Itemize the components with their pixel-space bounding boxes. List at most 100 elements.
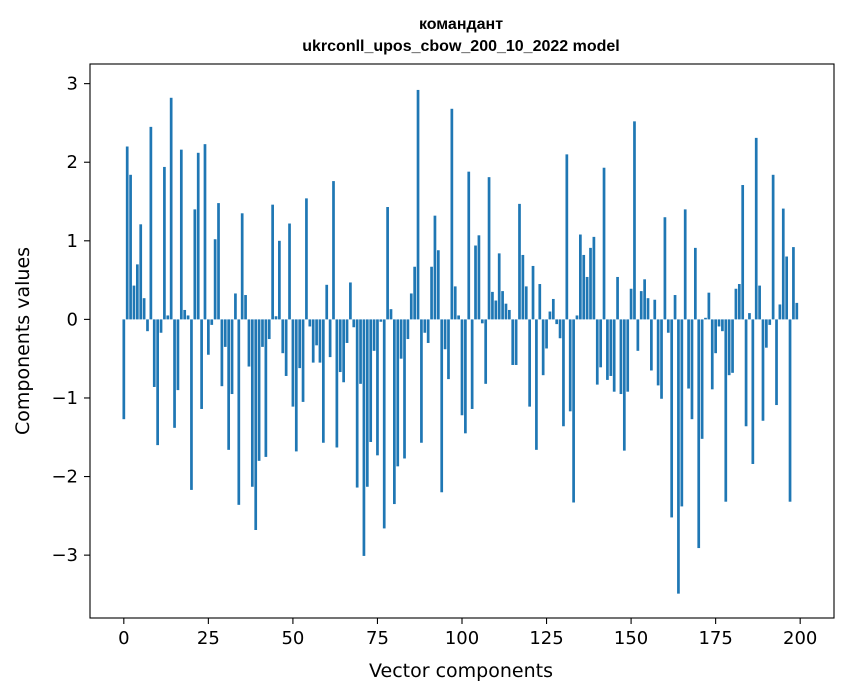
bar: [595, 319, 599, 385]
y-tick-label: 0: [67, 309, 78, 330]
bar: [318, 319, 322, 363]
bar: [271, 204, 274, 320]
bar: [650, 319, 653, 371]
bar: [751, 319, 755, 464]
bar: [541, 319, 545, 376]
bar: [210, 319, 214, 325]
bar: [169, 97, 173, 320]
bar: [568, 319, 572, 412]
bar: [166, 315, 170, 320]
bar: [264, 319, 268, 457]
bar: [460, 319, 464, 416]
bar: [572, 319, 575, 503]
bar: [616, 276, 619, 320]
y-tick-label: 1: [67, 231, 78, 252]
chart-title-line-2: ukrconll_upos_cbow_200_10_2022 model: [302, 38, 619, 55]
bar: [778, 304, 782, 320]
bar: [447, 319, 450, 380]
bar: [152, 319, 156, 387]
x-tick-label: 125: [529, 628, 563, 649]
bar: [372, 319, 376, 351]
bar: [792, 247, 795, 320]
bar: [771, 174, 775, 320]
bar: [156, 319, 159, 446]
bar: [781, 208, 785, 320]
bar: [768, 319, 772, 325]
bar: [173, 319, 176, 428]
bar: [196, 152, 200, 320]
bar: [775, 319, 778, 406]
bar: [457, 315, 460, 320]
bar: [227, 319, 231, 450]
bar: [325, 284, 329, 320]
bar: [785, 256, 789, 320]
bar: [369, 319, 373, 442]
bar: [538, 284, 542, 320]
bar: [159, 319, 163, 333]
bar: [724, 319, 728, 502]
bar: [514, 319, 518, 365]
bar: [288, 223, 291, 320]
bar: [294, 319, 298, 452]
bar: [183, 309, 187, 320]
bar: [507, 309, 511, 320]
bar: [267, 319, 271, 340]
bar: [142, 298, 146, 320]
bar: [338, 319, 342, 373]
bar: [200, 319, 203, 409]
bar: [626, 319, 630, 392]
bar: [426, 319, 430, 343]
bar: [433, 215, 437, 320]
bar: [562, 319, 565, 427]
bar: [450, 108, 454, 320]
bar: [524, 286, 528, 320]
bar: [345, 319, 349, 343]
bar: [491, 291, 494, 320]
x-axis-label: Vector components: [369, 660, 553, 682]
bar: [440, 319, 444, 493]
bar: [278, 240, 281, 320]
bar: [721, 319, 724, 332]
bar: [213, 239, 217, 320]
bar: [467, 171, 471, 320]
bar: [494, 300, 498, 320]
y-tick-label: 2: [67, 152, 78, 173]
bar: [528, 319, 531, 407]
bar: [551, 298, 555, 320]
bar: [660, 319, 663, 399]
bar: [602, 167, 606, 320]
bar: [639, 291, 643, 320]
bar: [464, 319, 467, 434]
bar: [254, 319, 258, 530]
y-axis-label: Components values: [12, 247, 34, 435]
bar: [430, 266, 433, 320]
bar: [589, 247, 592, 320]
bar: [585, 276, 589, 320]
bar: [453, 286, 457, 320]
bar: [146, 319, 149, 332]
bar: [653, 299, 657, 320]
bar: [139, 224, 143, 320]
bar: [687, 319, 690, 389]
bar: [754, 137, 758, 320]
y-axis-ticks: −3 −2 −1 0 1 2 3: [51, 74, 90, 566]
bar: [704, 317, 707, 320]
bar: [423, 319, 427, 333]
bar: [257, 319, 261, 461]
bar: [193, 209, 197, 320]
bar: [379, 319, 383, 322]
bar: [443, 319, 447, 350]
x-tick-label: 75: [366, 628, 389, 649]
bar: [609, 319, 613, 376]
bar: [788, 319, 792, 502]
x-tick-label: 100: [445, 628, 479, 649]
x-axis-ticks: 0 25 50 75 100 125 150 175 200: [118, 618, 817, 649]
bar: [480, 319, 484, 324]
bar: [714, 319, 717, 354]
bar: [176, 319, 180, 391]
bar: [220, 319, 224, 387]
bar: [132, 285, 136, 320]
bar: [504, 303, 508, 320]
bar: [612, 319, 616, 392]
